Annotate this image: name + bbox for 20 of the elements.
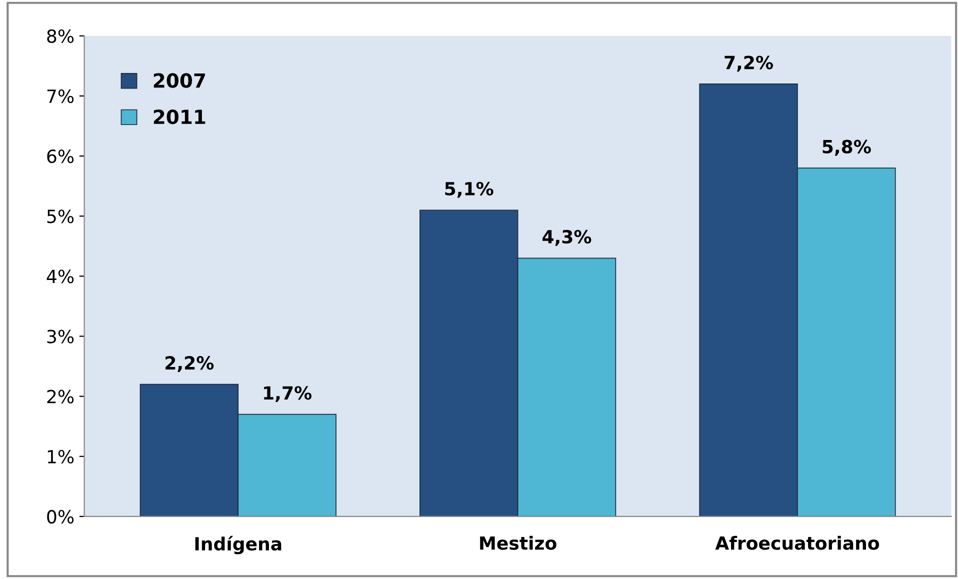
y-tick-label: 1%: [48, 450, 74, 464]
data-label: 4,3%: [542, 230, 592, 246]
x-tick-label: Indígena: [195, 536, 282, 554]
data-label: 7,2%: [724, 56, 773, 72]
legend-label: 2011: [154, 110, 206, 124]
y-tick-label: 6%: [47, 150, 74, 164]
legend-label: 2007: [154, 73, 205, 88]
y-tick-label: 3%: [47, 330, 74, 344]
x-tick-label: Mestizo: [480, 536, 556, 550]
data-label: 5,1%: [445, 182, 494, 198]
data-label: 2,2%: [166, 356, 214, 372]
y-tick-label: 4%: [46, 270, 74, 284]
data-label: 5,8%: [822, 140, 871, 156]
x-tick-label: Afroecuatoriano: [715, 536, 880, 550]
y-tick-label: 7%: [47, 89, 74, 104]
y-tick-label: 8%: [47, 29, 74, 44]
y-tick-label: 0%: [47, 510, 74, 524]
y-tick-label: 5%: [47, 210, 74, 224]
data-label: 1,7%: [264, 386, 312, 402]
y-tick-label: 2%: [47, 390, 74, 404]
